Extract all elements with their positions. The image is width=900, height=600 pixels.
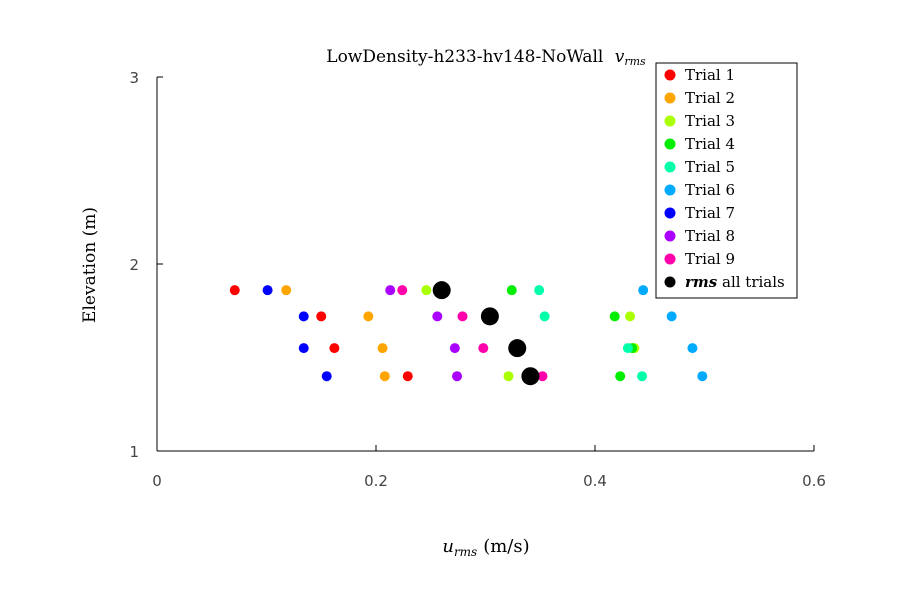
data-point-1-2 [316,311,327,322]
data-point-9-4 [537,371,548,382]
legend-marker [664,230,676,242]
y-tick-label: 3 [129,69,139,87]
data-point-2-2 [363,311,374,322]
data-point-8-1 [385,285,396,296]
x-tick-label: 0.6 [802,472,826,490]
data-point-6-1 [638,285,649,296]
data-point-6-4 [697,371,708,382]
x-tick-label: 0.2 [364,472,388,490]
legend-marker [664,92,676,104]
legend-marker [664,184,676,196]
x-tick-label: 0.4 [583,472,607,490]
legend-label: Trial 5 [685,158,735,176]
legend-label: Trial 8 [685,227,735,245]
chart-title: LowDensity-h233-hv148-NoWall vrms [326,47,646,68]
legend-box [655,62,798,299]
data-point-9-1 [397,285,408,296]
legend-label-name: Trial 5 [685,158,735,176]
legend: Trial 1 Trial 2 Trial 3 Trial 4 Trial 5 Trial… [655,62,798,299]
legend-label: Trial 1 [685,66,735,84]
data-point-6-2 [666,311,677,322]
data-point-10-2 [480,307,499,326]
data-point-3-4 [503,371,514,382]
legend-label: Trial 3 [685,112,735,130]
legend-marker [664,115,676,127]
data-point-10-1 [432,281,451,300]
x-axis-label: urms (m/s) [442,536,529,559]
data-point-8-3 [449,343,460,354]
data-point-8-2 [432,311,443,322]
legend-label-name: Trial 4 [685,135,735,153]
legend-label-name: Trial 1 [685,66,735,84]
legend-label-name: rms [685,273,718,291]
data-point-6-3 [687,343,698,354]
legend-label-name: Trial 2 [685,89,735,107]
legend-marker [664,69,676,81]
legend-label: Trial 4 [685,135,735,153]
legend-marker [664,161,676,173]
data-point-5-1 [534,285,545,296]
data-point-10-3 [508,339,527,358]
data-point-1-4 [402,371,413,382]
data-points [229,281,708,386]
y-tick-label: 1 [129,443,139,461]
legend-marker [664,253,676,265]
data-point-9-3 [478,343,489,354]
legend-marker [664,276,676,288]
legend-label: Trial 2 [685,89,735,107]
data-point-3-2 [625,311,636,322]
legend-label-name: Trial 7 [685,204,735,222]
y-axis-label: Elevation (m) [80,207,100,323]
legend-label: Trial 9 [685,250,735,268]
data-point-7-1 [262,285,273,296]
data-point-8-4 [452,371,463,382]
data-point-2-4 [379,371,390,382]
legend-label-name: Trial 3 [685,112,735,130]
x-tick-label: 0 [152,472,162,490]
x-axis-label-math-sub: rms [454,545,477,559]
data-point-7-2 [298,311,309,322]
x-axis-label-math: u [442,536,454,557]
legend-label-name: Trial 6 [685,181,735,199]
chart-title-math: v [615,47,625,67]
data-point-1-3 [329,343,340,354]
axis-ticks: 0 0.2 0.4 0.6 1 2 3 [129,69,825,490]
data-point-7-3 [298,343,309,354]
data-point-1-1 [229,285,240,296]
legend-marker [664,207,676,219]
data-point-7-4 [321,371,332,382]
legend-label: Trial 6 [685,181,735,199]
data-point-2-1 [281,285,292,296]
chart-title-text: LowDensity-h233-hv148-NoWall [326,47,603,67]
legend-label-name: Trial 8 [685,227,735,245]
x-axis-label-unit: (m/s) [483,536,529,557]
chart-title-math-sub: rms [624,55,646,68]
data-point-3-1 [421,285,432,296]
data-point-4-4 [615,371,626,382]
data-point-5-3 [622,343,633,354]
y-tick-label: 2 [129,256,139,274]
data-point-5-2 [539,311,550,322]
data-point-10-4 [521,367,540,386]
legend-label: Trial 7 [685,204,735,222]
data-point-9-2 [457,311,468,322]
data-point-2-3 [377,343,388,354]
legend-label: rms all trials [685,273,785,291]
data-point-4-1 [506,285,517,296]
legend-marker [664,138,676,150]
legend-label-name: Trial 9 [685,250,735,268]
data-point-5-4 [637,371,648,382]
legend-label-suffix: all trials [717,273,785,291]
data-point-4-2 [609,311,620,322]
